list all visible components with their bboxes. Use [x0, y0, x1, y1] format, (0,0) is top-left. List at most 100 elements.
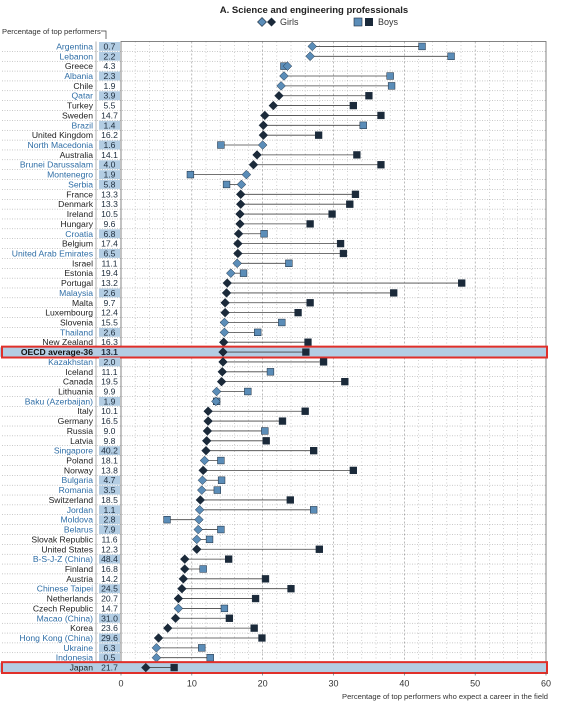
- girls-diamond-icon: [203, 406, 213, 416]
- boys-square-icon: [254, 328, 262, 337]
- country-label: France: [66, 189, 93, 199]
- girls-diamond-icon: [197, 475, 208, 485]
- girls-diamond-icon: [235, 199, 246, 209]
- girls-diamond-icon: [232, 258, 242, 269]
- country-label: Sweden: [62, 110, 93, 120]
- girls-diamond-icon: [211, 386, 222, 397]
- x-tick-label: 40: [399, 679, 409, 689]
- pct-value: 14.1: [101, 150, 118, 160]
- country-label: Poland: [66, 456, 93, 466]
- pct-cell-bg: [99, 120, 120, 130]
- country-label: Bulgaria: [61, 475, 93, 485]
- row-montenegro: Montenegro 1.9: [2, 170, 546, 180]
- boys-square-icon: [261, 427, 269, 435]
- boys-square-icon: [250, 624, 258, 632]
- country-label: Slovak Republic: [31, 534, 93, 544]
- girls-diamond-icon: [307, 41, 318, 52]
- row-czech-republic: Czech Republic 14.7: [2, 603, 546, 614]
- girls-diamond-icon: [276, 81, 286, 91]
- girls-diamond-icon: [279, 71, 289, 81]
- boys-square-icon: [458, 279, 466, 287]
- country-label: Turkey: [67, 101, 94, 111]
- legend-girls-diamond-icon: [257, 17, 267, 27]
- pct-value: 12.4: [101, 308, 118, 318]
- legend-boys-square-dark-icon: [365, 18, 373, 26]
- row-sweden: Sweden 14.7: [2, 110, 546, 121]
- boys-square-icon: [278, 318, 286, 327]
- pct-cell-bg: [99, 160, 120, 170]
- boys-square-icon: [294, 308, 302, 317]
- girls-diamond-icon: [201, 445, 211, 456]
- row-macao-china-: Macao (China) 31.0: [2, 613, 546, 624]
- country-label: Qatar: [72, 91, 94, 101]
- pct-cell-bg: [99, 91, 120, 101]
- girls-diamond-icon: [141, 662, 151, 673]
- x-tick-label: 50: [470, 679, 480, 689]
- country-label: North Macedonia: [28, 140, 94, 150]
- boys-square-icon: [261, 575, 270, 583]
- row-united-states: United States 12.3: [2, 544, 546, 555]
- girls-diamond-icon: [218, 357, 228, 367]
- girls-diamond-icon: [178, 574, 189, 584]
- boys-square-icon: [447, 52, 455, 60]
- country-label: B-S-J-Z (China): [33, 554, 93, 564]
- girls-diamond-icon: [170, 613, 181, 624]
- pct-value: 0.5: [104, 653, 116, 663]
- pct-value: 11.1: [101, 258, 117, 268]
- girls-diamond-icon: [203, 416, 213, 426]
- data-rows: Argentina 0.7 Lebanon 2.2 Greece 4.3 Albania 2.…: [0, 41, 548, 674]
- country-label: Hong Kong (China): [19, 633, 93, 643]
- row-qatar: Qatar 3.9: [2, 91, 546, 101]
- country-label: Austria: [66, 574, 93, 584]
- legend-boys-label: Boys: [378, 17, 399, 27]
- country-label: Malta: [72, 298, 93, 308]
- girls-diamond-icon: [218, 337, 229, 347]
- x-tick-label: 20: [258, 679, 268, 689]
- girls-diamond-icon: [173, 593, 184, 604]
- pct-value: 2.6: [104, 288, 116, 298]
- row-malaysia: Malaysia 2.6: [2, 288, 546, 299]
- country-label: Czech Republic: [33, 603, 94, 613]
- country-label: Romania: [59, 485, 94, 495]
- country-label: Netherlands: [47, 594, 93, 604]
- boys-square-icon: [258, 634, 266, 642]
- row-albania: Albania 2.3: [2, 71, 546, 82]
- country-label: Belarus: [64, 525, 93, 535]
- pct-value: 4.3: [104, 61, 116, 71]
- pct-cell-bg: [99, 446, 120, 456]
- girls-diamond-icon: [216, 376, 227, 387]
- pct-cell-bg: [99, 140, 120, 150]
- row-denmark: Denmark 13.3: [2, 199, 546, 210]
- row-france: France 13.3: [2, 189, 546, 200]
- girls-diamond-icon: [268, 100, 279, 111]
- pct-value: 31.0: [101, 613, 118, 623]
- boys-square-icon: [217, 476, 226, 484]
- country-label: Canada: [63, 377, 93, 387]
- pct-cell-bg: [99, 51, 120, 61]
- pct-cell-bg: [99, 170, 120, 180]
- row-croatia: Croatia 6.8: [2, 229, 546, 239]
- pct-value: 3.5: [104, 485, 116, 495]
- girls-diamond-icon: [173, 603, 184, 614]
- row-hungary: Hungary 9.6: [2, 219, 546, 230]
- country-label: Israel: [72, 258, 93, 268]
- row-brazil: Brazil 1.4: [2, 120, 546, 131]
- pct-cell-bg: [99, 249, 120, 258]
- row-jordan: Jordan 1.1: [2, 505, 546, 515]
- country-label: Jordan: [67, 505, 93, 515]
- country-label: Estonia: [64, 268, 93, 278]
- row-australia: Australia 14.1: [2, 150, 546, 161]
- pct-value: 16.8: [101, 564, 118, 574]
- country-label: United States: [41, 544, 93, 554]
- boys-square-icon: [314, 131, 323, 139]
- country-label: Belgium: [62, 239, 93, 249]
- country-label: Chinese Taipei: [37, 584, 93, 594]
- pct-value: 1.1: [104, 505, 116, 515]
- girls-diamond-icon: [235, 219, 245, 229]
- country-label: Argentina: [56, 41, 93, 51]
- boys-square-icon: [163, 516, 171, 524]
- country-label: Brazil: [72, 120, 94, 130]
- boys-square-icon: [225, 555, 233, 563]
- pct-value: 3.9: [104, 91, 116, 101]
- girls-diamond-icon: [162, 623, 173, 633]
